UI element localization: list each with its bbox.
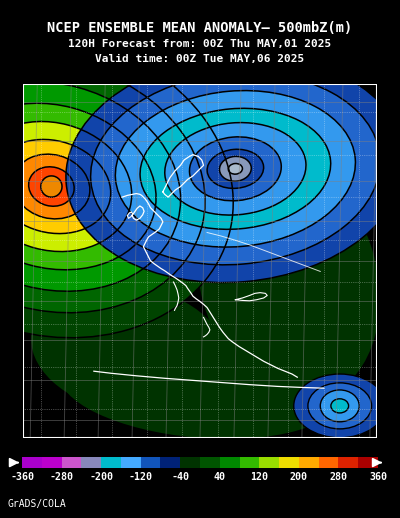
- Ellipse shape: [29, 167, 74, 206]
- Ellipse shape: [308, 383, 372, 429]
- Bar: [180, 457, 200, 468]
- Text: 40: 40: [214, 472, 226, 482]
- Bar: [240, 457, 259, 468]
- Text: GrADS/COLA: GrADS/COLA: [8, 499, 67, 509]
- Ellipse shape: [0, 103, 156, 270]
- Ellipse shape: [59, 330, 341, 439]
- Text: -280: -280: [50, 472, 74, 482]
- Ellipse shape: [0, 82, 181, 291]
- Ellipse shape: [0, 139, 111, 234]
- Bar: [358, 457, 378, 468]
- Text: NCEP ENSEMBLE MEAN ANOMALY– 500mbZ(m): NCEP ENSEMBLE MEAN ANOMALY– 500mbZ(m): [47, 21, 353, 35]
- Ellipse shape: [190, 137, 281, 201]
- Ellipse shape: [228, 164, 242, 174]
- Bar: [160, 457, 180, 468]
- Ellipse shape: [165, 123, 306, 215]
- Bar: [121, 457, 141, 468]
- Ellipse shape: [13, 154, 90, 219]
- Ellipse shape: [320, 390, 359, 422]
- Ellipse shape: [220, 156, 251, 181]
- Ellipse shape: [331, 399, 348, 413]
- Text: -360: -360: [10, 472, 34, 482]
- Ellipse shape: [66, 55, 400, 283]
- Ellipse shape: [41, 176, 62, 197]
- Ellipse shape: [207, 149, 264, 189]
- Bar: [279, 457, 299, 468]
- Ellipse shape: [115, 91, 356, 247]
- Ellipse shape: [140, 108, 331, 229]
- Bar: [259, 457, 279, 468]
- Text: 200: 200: [290, 472, 308, 482]
- Text: -120: -120: [129, 472, 153, 482]
- Bar: [141, 457, 160, 468]
- Bar: [62, 457, 81, 468]
- Text: -200: -200: [89, 472, 113, 482]
- Ellipse shape: [0, 60, 205, 313]
- Bar: [81, 457, 101, 468]
- Ellipse shape: [91, 73, 380, 265]
- Ellipse shape: [294, 374, 386, 438]
- Ellipse shape: [197, 157, 380, 400]
- Bar: [200, 457, 220, 468]
- Bar: [220, 457, 240, 468]
- Ellipse shape: [0, 122, 132, 252]
- Text: 280: 280: [330, 472, 348, 482]
- Bar: [299, 457, 319, 468]
- Bar: [338, 457, 358, 468]
- Text: 120H Forecast from: 00Z Thu MAY,01 2025: 120H Forecast from: 00Z Thu MAY,01 2025: [68, 39, 332, 49]
- Ellipse shape: [0, 35, 233, 338]
- Text: 120: 120: [250, 472, 268, 482]
- Ellipse shape: [31, 284, 228, 414]
- Text: Valid time: 00Z Tue MAY,06 2025: Valid time: 00Z Tue MAY,06 2025: [95, 54, 305, 64]
- Bar: [101, 457, 121, 468]
- Bar: [319, 457, 338, 468]
- Bar: [42, 457, 62, 468]
- Bar: [22, 457, 42, 468]
- Text: 360: 360: [369, 472, 387, 482]
- Text: -40: -40: [171, 472, 189, 482]
